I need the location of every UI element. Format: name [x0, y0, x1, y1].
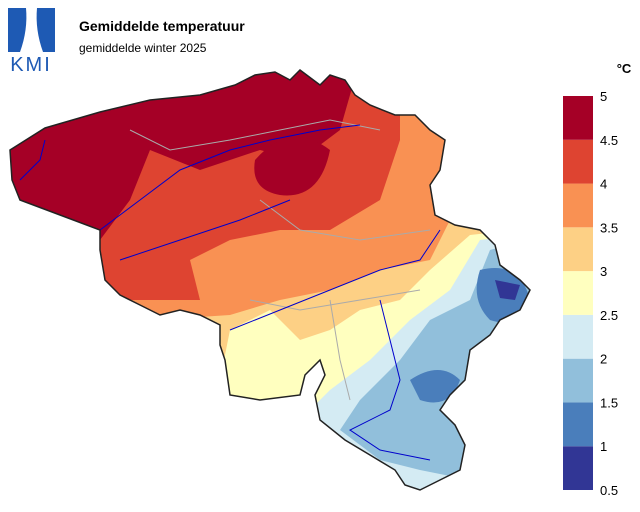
rivers — [19, 124, 441, 461]
legend-tick-label: 2 — [600, 352, 607, 367]
title: Gemiddelde temperatuur — [79, 18, 245, 34]
legend-tick-label: 3.5 — [600, 220, 618, 235]
subtitle: gemiddelde winter 2025 — [79, 41, 207, 55]
legend-swatch — [563, 446, 593, 490]
legend-swatch — [563, 139, 593, 184]
color-legend: 0.5 1 1.5 2 2.5 3 3.5 4 4.5 5 — [563, 89, 618, 498]
temperature-map — [10, 70, 530, 490]
legend-tick-label: 4 — [600, 177, 607, 192]
legend-tick-label: 5 — [600, 89, 607, 104]
legend-tick-label: 0.5 — [600, 483, 618, 498]
legend-swatch — [563, 183, 593, 228]
legend-tick-label: 1 — [600, 439, 607, 454]
legend-swatch — [563, 227, 593, 272]
legend-tick-label: 3 — [600, 264, 607, 279]
province-borders — [129, 119, 431, 401]
legend-unit: °C — [617, 61, 632, 76]
legend-swatch — [563, 271, 593, 315]
logo-text: KMI — [10, 54, 52, 76]
logo: KMI — [8, 8, 55, 76]
legend-tick-label: 4.5 — [600, 133, 618, 148]
legend-swatch — [563, 314, 593, 359]
legend-swatch — [563, 402, 593, 447]
legend-swatch — [563, 96, 593, 140]
legend-tick-label: 1.5 — [600, 395, 618, 410]
legend-tick-label: 2.5 — [600, 308, 618, 323]
legend-swatch — [563, 358, 593, 403]
